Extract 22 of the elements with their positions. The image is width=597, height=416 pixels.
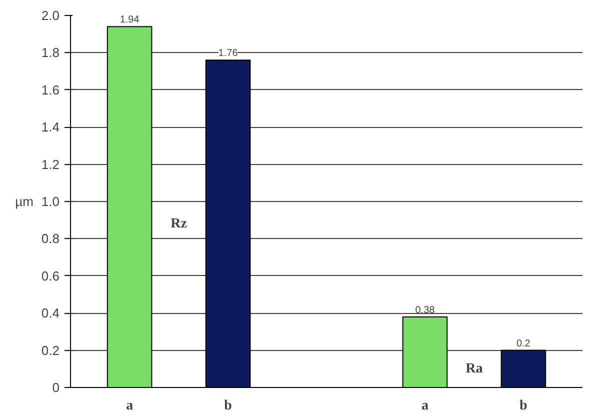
y-tick-label: 1.8 bbox=[41, 45, 60, 60]
y-tick-label: 0.8 bbox=[41, 231, 60, 246]
y-tick-label: 0.4 bbox=[41, 306, 60, 321]
y-tick-label: 1.2 bbox=[41, 156, 60, 172]
x-tick-label: a bbox=[126, 398, 134, 414]
y-tick-label: 1.6 bbox=[41, 82, 60, 98]
x-tick-label: a bbox=[421, 398, 428, 414]
y-tick-label: 1.4 bbox=[41, 120, 60, 135]
y-tick-label: 0.6 bbox=[41, 268, 60, 284]
data-label: 0.2 bbox=[516, 338, 531, 350]
data-label: 0.38 bbox=[415, 304, 436, 316]
data-label: 1.94 bbox=[120, 14, 140, 26]
y-tick-label: 0.2 bbox=[41, 342, 60, 358]
y-axis-title: µm bbox=[15, 194, 34, 209]
x-tick-label: b bbox=[520, 398, 528, 414]
annotation: Ra bbox=[466, 361, 483, 376]
data-label: 1.76 bbox=[218, 48, 238, 60]
y-tick-label: 2.0 bbox=[41, 8, 60, 23]
x-tick-label: b bbox=[224, 398, 232, 414]
y-tick-label: 1.0 bbox=[41, 194, 60, 209]
y-tick-label: 0 bbox=[52, 380, 60, 395]
annotation: Rz bbox=[170, 216, 187, 232]
